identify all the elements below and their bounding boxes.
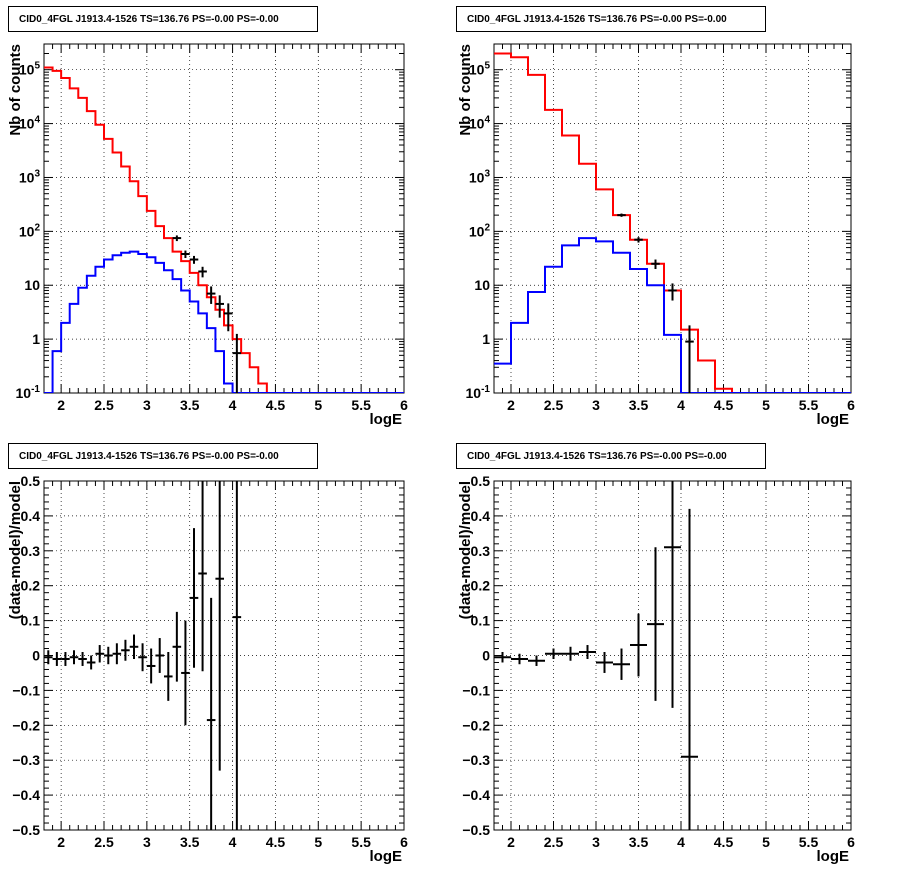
x-tick-label: 4 xyxy=(229,834,237,850)
x-tick-label: 2 xyxy=(57,397,65,413)
y-tick-label: −0.5 xyxy=(462,822,490,838)
y-tick-label: 102 xyxy=(469,222,491,239)
y-tick-label: 10-1 xyxy=(466,384,491,401)
y-tick-label: 0.2 xyxy=(471,578,491,594)
y-axis-title: (data-model)/model xyxy=(7,481,24,619)
x-tick-label: 6 xyxy=(400,834,408,850)
y-tick-label: −0.4 xyxy=(12,787,40,803)
y-tick-label: −0.4 xyxy=(462,787,490,803)
data-layer xyxy=(494,481,698,830)
y-tick-label: 0.1 xyxy=(471,613,491,629)
x-tick-label: 2 xyxy=(507,397,515,413)
y-tick-label: 10 xyxy=(474,277,490,293)
y-tick-label: 0.5 xyxy=(471,473,491,489)
y-tick-label: 104 xyxy=(19,115,41,132)
y-tick-label: 10-1 xyxy=(16,384,41,401)
y-tick-label: −0.1 xyxy=(12,682,40,698)
y-tick-label: −0.5 xyxy=(12,822,40,838)
x-tick-label: 4.5 xyxy=(266,834,286,850)
y-tick-label: 102 xyxy=(19,222,41,239)
chart-title-bottom-right: CID0_4FGL J1913.4-1526 TS=136.76 PS=-0.0… xyxy=(456,443,766,469)
x-tick-label: 4 xyxy=(677,397,685,413)
y-tick-label: 103 xyxy=(19,168,41,185)
y-tick-label: 0 xyxy=(32,648,40,664)
plot-frame xyxy=(43,43,405,394)
y-tick-label: 0.4 xyxy=(471,508,491,524)
y-tick-label: 105 xyxy=(19,61,41,78)
x-tick-label: 2.5 xyxy=(94,397,114,413)
x-tick-label: 4 xyxy=(677,834,685,850)
x-tick-label: 5.5 xyxy=(799,834,819,850)
plot-frame xyxy=(493,43,852,394)
x-axis-title: logE xyxy=(370,848,403,865)
x-tick-label: 3 xyxy=(143,834,151,850)
y-tick-label: 105 xyxy=(469,61,491,78)
histogram-series-1 xyxy=(494,237,851,393)
x-tick-label: 2.5 xyxy=(544,834,564,850)
x-axis-title: logE xyxy=(817,848,850,865)
histogram-series-0 xyxy=(44,66,404,393)
x-tick-label: 5 xyxy=(314,397,322,413)
x-tick-label: 2 xyxy=(507,834,515,850)
data-layer xyxy=(494,52,851,393)
histogram-series-1 xyxy=(44,250,404,393)
x-tick-label: 5 xyxy=(762,834,770,850)
x-tick-label: 3 xyxy=(592,834,600,850)
y-axis-title: Nb of counts xyxy=(457,44,474,136)
y-tick-label: −0.3 xyxy=(462,752,490,768)
chart-title-bottom-left: CID0_4FGL J1913.4-1526 TS=136.76 PS=-0.0… xyxy=(8,443,318,469)
plot-panel-0: 2 2.5 3 3.5 4 4.5 5 5.5 6 10-1 1 10 102 103 104 105 logE… xyxy=(7,43,408,428)
y-tick-label: 103 xyxy=(469,168,491,185)
y-tick-label: 0.3 xyxy=(21,543,41,559)
x-tick-label: 3.5 xyxy=(180,834,200,850)
x-tick-label: 2 xyxy=(57,834,65,850)
plot-panel-3: 2 2.5 3 3.5 4 4.5 5 5.5 6 −0.5 −0.4 −0.3 −0.2 −0.1 0 0.… xyxy=(457,473,855,865)
y-tick-label: −0.1 xyxy=(462,682,490,698)
y-tick-label: 0.4 xyxy=(21,508,41,524)
x-tick-label: 4 xyxy=(229,397,237,413)
x-tick-label: 3 xyxy=(592,397,600,413)
data-layer xyxy=(44,66,404,393)
y-tick-label: 10 xyxy=(24,277,40,293)
x-tick-label: 3.5 xyxy=(180,397,200,413)
x-axis-title: logE xyxy=(370,411,403,428)
x-tick-label: 4.5 xyxy=(714,834,734,850)
chart-title-top-left: CID0_4FGL J1913.4-1526 TS=136.76 PS=-0.0… xyxy=(8,6,318,32)
y-tick-label: −0.2 xyxy=(462,717,490,733)
x-tick-label: 6 xyxy=(400,397,408,413)
x-tick-label: 5.5 xyxy=(351,834,371,850)
plot-panel-1: 2 2.5 3 3.5 4 4.5 5 5.5 6 10-1 1 10 102 103 104 105 logE… xyxy=(457,43,855,428)
y-axis-title: Nb of counts xyxy=(7,44,24,136)
y-tick-label: 0.5 xyxy=(21,473,41,489)
y-tick-label: 0.1 xyxy=(21,613,41,629)
x-tick-label: 3 xyxy=(143,397,151,413)
x-tick-label: 4.5 xyxy=(266,397,286,413)
y-tick-label: 1 xyxy=(482,331,490,347)
x-tick-label: 5.5 xyxy=(351,397,371,413)
y-tick-label: 0 xyxy=(482,648,490,664)
x-tick-label: 5.5 xyxy=(799,397,819,413)
x-tick-label: 3.5 xyxy=(629,397,649,413)
x-tick-label: 4.5 xyxy=(714,397,734,413)
plot-panel-2: 2 2.5 3 3.5 4 4.5 5 5.5 6 −0.5 −0.4 −0.3 −0.2 −0.1 0 0.… xyxy=(7,473,408,865)
x-tick-label: 2.5 xyxy=(544,397,564,413)
y-tick-label: −0.3 xyxy=(12,752,40,768)
x-tick-label: 6 xyxy=(847,834,855,850)
y-tick-label: 104 xyxy=(469,115,491,132)
y-axis-title: (data-model)/model xyxy=(457,481,474,619)
y-tick-label: 1 xyxy=(32,331,40,347)
x-tick-label: 5 xyxy=(762,397,770,413)
x-tick-label: 2.5 xyxy=(94,834,114,850)
data-layer xyxy=(44,481,242,830)
y-tick-label: −0.2 xyxy=(12,717,40,733)
histogram-series-0 xyxy=(494,52,851,393)
y-tick-label: 0.2 xyxy=(21,578,41,594)
x-axis-title: logE xyxy=(817,411,850,428)
x-tick-label: 3.5 xyxy=(629,834,649,850)
x-tick-label: 6 xyxy=(847,397,855,413)
y-tick-label: 0.3 xyxy=(471,543,491,559)
chart-title-top-right: CID0_4FGL J1913.4-1526 TS=136.76 PS=-0.0… xyxy=(456,6,766,32)
x-tick-label: 5 xyxy=(314,834,322,850)
